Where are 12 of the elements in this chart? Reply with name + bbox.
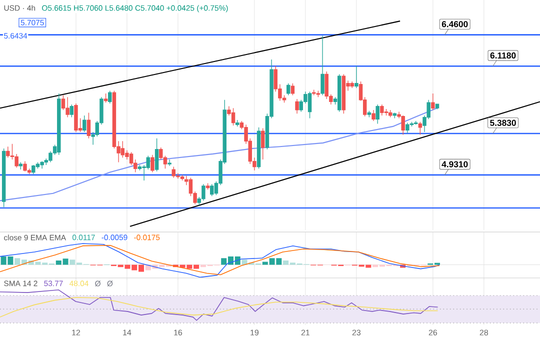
- x-tick-label: 19: [250, 330, 259, 336]
- x-tick-label: 23: [352, 330, 361, 336]
- x-tick-label: 26: [428, 330, 438, 336]
- x-tick-label: 21: [301, 330, 310, 336]
- x-tick-label: 16: [174, 330, 182, 336]
- ref-line-label: 6.1180: [490, 52, 516, 59]
- x-tick-label: 12: [72, 330, 80, 336]
- x-tick-label: 28: [480, 330, 488, 336]
- ref-line-label: 5.3830: [490, 120, 516, 126]
- ref-line-label: 4.9310: [442, 161, 468, 168]
- x-tick-label: 14: [123, 330, 132, 336]
- ref-line-label: 6.4600: [442, 21, 468, 28]
